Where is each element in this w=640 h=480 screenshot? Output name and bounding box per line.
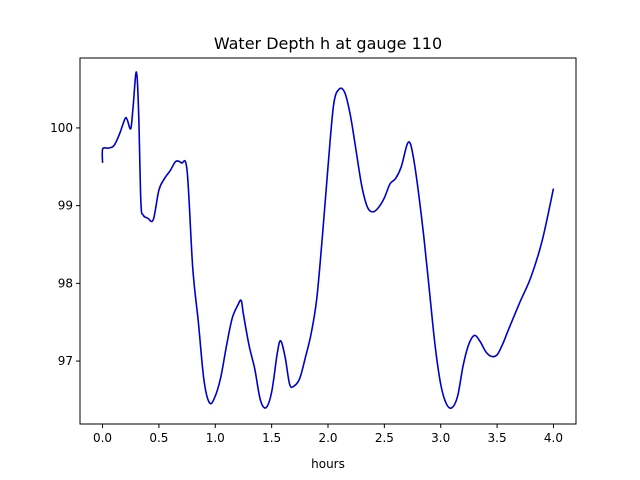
x-tick-label: 0.0 bbox=[93, 431, 112, 445]
plot-area bbox=[101, 71, 555, 409]
chart-title: Water Depth h at gauge 110 bbox=[214, 34, 442, 53]
x-axis-label: hours bbox=[311, 457, 345, 471]
x-tick-label: 4.0 bbox=[544, 431, 563, 445]
y-axis-ticks: 97 98 99 100 bbox=[50, 121, 80, 368]
x-tick-label: 2.0 bbox=[318, 431, 337, 445]
x-tick-label: 0.5 bbox=[149, 431, 168, 445]
x-tick-label: 3.0 bbox=[431, 431, 450, 445]
y-tick-label: 98 bbox=[58, 276, 73, 290]
y-tick-label: 99 bbox=[58, 199, 73, 213]
y-tick-label: 97 bbox=[58, 354, 73, 368]
x-tick-label: 1.0 bbox=[206, 431, 225, 445]
y-tick-label: 100 bbox=[50, 121, 73, 135]
x-tick-label: 1.5 bbox=[262, 431, 281, 445]
series-line-0 bbox=[101, 71, 555, 409]
x-tick-label: 2.5 bbox=[375, 431, 394, 445]
x-tick-label: 3.5 bbox=[488, 431, 507, 445]
x-axis-ticks: 0.0 0.5 1.0 1.5 2.0 2.5 3.0 3.5 4.0 bbox=[93, 424, 563, 445]
